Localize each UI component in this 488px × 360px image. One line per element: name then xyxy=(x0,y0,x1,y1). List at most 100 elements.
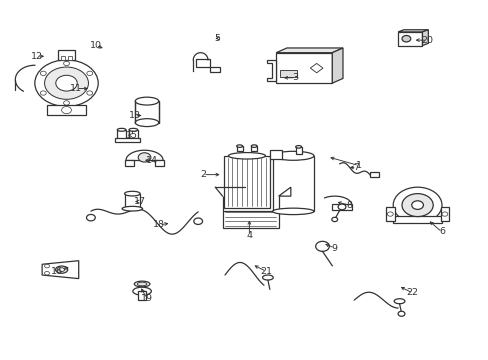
Bar xyxy=(155,160,163,166)
Text: 14: 14 xyxy=(145,156,158,165)
Bar xyxy=(295,147,301,154)
Polygon shape xyxy=(397,30,427,32)
Text: 18: 18 xyxy=(153,220,165,229)
Bar xyxy=(272,156,313,211)
Circle shape xyxy=(401,194,432,217)
Ellipse shape xyxy=(228,153,265,159)
Ellipse shape xyxy=(133,287,151,295)
Text: 1: 1 xyxy=(355,161,361,170)
Text: 19: 19 xyxy=(141,294,153,303)
Circle shape xyxy=(315,241,329,251)
Bar xyxy=(58,50,75,60)
Bar xyxy=(129,130,138,139)
Text: 7: 7 xyxy=(353,163,359,172)
Circle shape xyxy=(138,153,151,162)
Circle shape xyxy=(87,71,93,76)
Text: 16: 16 xyxy=(51,267,62,276)
Circle shape xyxy=(87,91,93,95)
Text: 15: 15 xyxy=(126,131,138,140)
Text: 3: 3 xyxy=(292,73,298,82)
Bar xyxy=(138,291,146,300)
Ellipse shape xyxy=(135,119,158,127)
Polygon shape xyxy=(310,63,323,73)
Ellipse shape xyxy=(122,206,142,211)
Circle shape xyxy=(44,264,49,268)
Polygon shape xyxy=(42,261,79,279)
Ellipse shape xyxy=(236,145,242,147)
Bar xyxy=(397,32,422,45)
Bar xyxy=(392,216,441,223)
Circle shape xyxy=(397,311,404,316)
Circle shape xyxy=(63,61,69,66)
Polygon shape xyxy=(278,187,290,196)
Ellipse shape xyxy=(59,268,64,271)
Ellipse shape xyxy=(56,266,68,273)
Polygon shape xyxy=(267,60,276,81)
Polygon shape xyxy=(276,48,342,53)
Bar xyxy=(224,156,269,208)
Ellipse shape xyxy=(129,129,138,131)
Circle shape xyxy=(41,91,46,95)
Bar xyxy=(280,70,297,77)
Polygon shape xyxy=(331,48,342,83)
Circle shape xyxy=(41,71,46,76)
Ellipse shape xyxy=(295,145,301,148)
Text: 10: 10 xyxy=(90,41,102,50)
Bar xyxy=(117,130,126,139)
Circle shape xyxy=(337,204,345,210)
Bar xyxy=(385,207,394,221)
Text: 22: 22 xyxy=(406,288,418,297)
Circle shape xyxy=(401,36,410,42)
Text: 17: 17 xyxy=(133,197,145,206)
Circle shape xyxy=(392,187,441,223)
Bar xyxy=(61,56,64,60)
Bar xyxy=(269,150,282,159)
Text: 2: 2 xyxy=(200,170,205,179)
Ellipse shape xyxy=(251,145,257,147)
Ellipse shape xyxy=(137,282,147,286)
Circle shape xyxy=(86,215,95,221)
Text: 20: 20 xyxy=(421,36,432,45)
Text: 11: 11 xyxy=(70,84,82,93)
Text: 8: 8 xyxy=(346,201,352,210)
Ellipse shape xyxy=(135,97,158,105)
Text: 13: 13 xyxy=(128,111,141,120)
Bar xyxy=(135,101,158,123)
Polygon shape xyxy=(422,30,427,45)
Circle shape xyxy=(56,75,77,91)
Bar xyxy=(236,146,242,152)
Text: 6: 6 xyxy=(438,228,444,237)
Text: 5: 5 xyxy=(214,34,220,43)
Circle shape xyxy=(44,271,49,275)
Ellipse shape xyxy=(262,275,273,280)
Bar xyxy=(125,160,134,166)
Ellipse shape xyxy=(134,281,150,287)
Bar xyxy=(195,59,210,67)
Circle shape xyxy=(61,107,71,114)
Bar xyxy=(331,204,351,211)
Circle shape xyxy=(331,217,337,222)
Bar xyxy=(68,56,72,60)
Bar xyxy=(124,194,140,209)
Text: 9: 9 xyxy=(331,244,337,253)
Ellipse shape xyxy=(272,208,313,215)
Circle shape xyxy=(441,212,447,216)
Circle shape xyxy=(35,60,98,107)
Bar xyxy=(210,67,220,72)
Bar xyxy=(440,207,448,221)
Bar xyxy=(251,146,257,152)
Circle shape xyxy=(386,212,392,216)
Ellipse shape xyxy=(393,299,404,304)
Bar xyxy=(47,105,86,116)
Circle shape xyxy=(411,201,423,210)
Ellipse shape xyxy=(124,191,140,196)
Circle shape xyxy=(44,67,88,99)
Ellipse shape xyxy=(117,129,126,131)
Bar xyxy=(369,172,378,177)
Bar xyxy=(115,138,140,141)
Circle shape xyxy=(193,218,202,225)
Bar xyxy=(276,53,331,83)
Text: 21: 21 xyxy=(260,267,272,276)
Text: 4: 4 xyxy=(246,231,252,240)
Circle shape xyxy=(63,101,69,105)
